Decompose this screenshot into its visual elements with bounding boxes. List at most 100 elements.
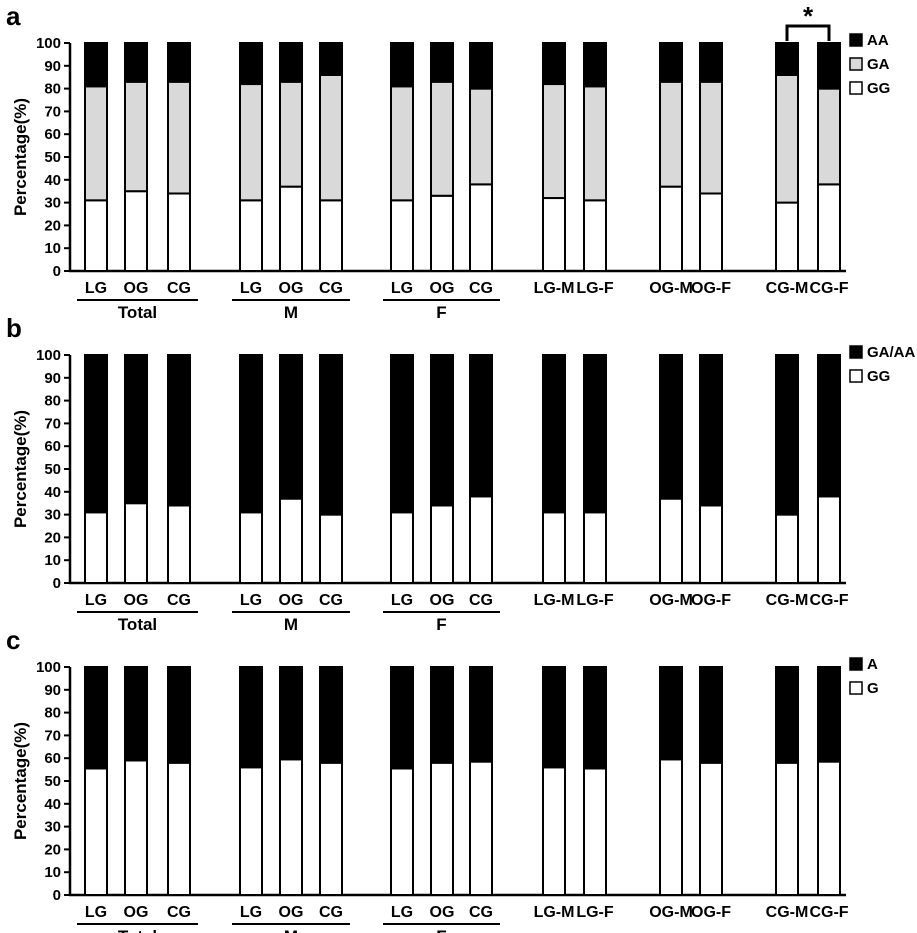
bar-segment-aa <box>583 42 607 88</box>
bar-segment-gg <box>699 504 723 585</box>
bar-segment-aa <box>279 42 303 83</box>
x-tick-label: OG-M <box>649 280 693 297</box>
bar-segment-g <box>699 761 723 897</box>
bar-segment-gg <box>659 497 683 585</box>
y-tick-label: 100 <box>36 35 61 52</box>
x-tick-label: CG-M <box>766 280 809 297</box>
x-tick-label: OG <box>430 280 455 297</box>
x-tick-label: OG <box>124 904 149 921</box>
bar-segment-aa <box>469 42 493 90</box>
bar-segment-gg <box>390 511 414 585</box>
bar-segment-ga-aa <box>430 354 454 507</box>
bar-segment-ga <box>775 73 799 204</box>
x-tick-label: CG <box>167 592 191 609</box>
x-tick-label: OG-F <box>691 280 731 297</box>
legend: AG <box>849 656 879 697</box>
y-axis-label: Percentage(%) <box>11 410 30 528</box>
legend-label: GG <box>867 368 890 385</box>
group-label: F <box>436 303 446 322</box>
bar-segment-gg <box>469 183 493 272</box>
bar-segment-gg <box>319 513 343 584</box>
bar-segment-gg <box>84 199 108 273</box>
bar-segment-gg <box>167 192 191 272</box>
x-tick-label: LG <box>240 592 262 609</box>
x-tick-label: OG-M <box>649 904 693 921</box>
legend-label: GA/AA <box>867 344 916 361</box>
y-tick-label: 40 <box>44 172 61 189</box>
bar-segment-g <box>430 761 454 897</box>
y-tick-label: 40 <box>44 484 61 501</box>
bar-segment-gg <box>583 199 607 273</box>
bar-segment-gg <box>390 199 414 273</box>
x-tick-label: LG <box>85 280 107 297</box>
x-tick-label: LG-F <box>576 592 614 609</box>
bar-segment-aa <box>430 42 454 83</box>
bar-segment-ga-aa <box>167 354 191 507</box>
y-tick-label: 50 <box>44 773 61 790</box>
bar-segment-ga <box>279 80 303 188</box>
bar-segment-gg <box>124 190 148 272</box>
panel-letter: b <box>6 313 22 343</box>
x-tick-label: CG <box>469 280 493 297</box>
bar-segment-g <box>542 766 566 897</box>
panel-letter: a <box>6 1 21 31</box>
x-tick-label: CG-M <box>766 904 809 921</box>
bar-segment-ga-aa <box>542 354 566 514</box>
bar-segment-ga-aa <box>469 354 493 498</box>
bar-segment-gg <box>319 199 343 273</box>
bar-segment-a <box>583 666 607 770</box>
y-tick-label: 90 <box>44 370 61 387</box>
bar-segment-ga <box>430 80 454 197</box>
y-tick-label: 100 <box>36 347 61 364</box>
legend: AA GA GG <box>849 32 890 97</box>
x-tick-label: LG-M <box>534 904 575 921</box>
x-tick-label: LG <box>391 280 413 297</box>
bar-segment-gg <box>469 495 493 584</box>
bar-segment-aa <box>775 42 799 76</box>
bar-segment-ga-aa <box>239 354 263 514</box>
x-tick-label: CG <box>469 904 493 921</box>
bar-segment-a <box>239 666 263 769</box>
bar-segment-a <box>279 666 303 761</box>
bar-segment-a <box>124 666 148 762</box>
bar-segment-aa <box>84 42 108 88</box>
bar-segment-ga <box>583 85 607 202</box>
y-tick-label: 70 <box>44 103 61 120</box>
y-tick-label: 50 <box>44 461 61 478</box>
x-tick-label: LG-M <box>534 280 575 297</box>
legend-swatch <box>849 81 863 95</box>
y-tick-label: 40 <box>44 796 61 813</box>
significance-bracket <box>785 24 831 41</box>
y-tick-label: 60 <box>44 126 61 143</box>
panel-letter: c <box>6 625 20 655</box>
y-tick-label: 90 <box>44 682 61 699</box>
y-tick-label: 60 <box>44 750 61 767</box>
bar-segment-g <box>84 767 108 897</box>
panel-c: c Percentage(%) 0 10 20 30 40 50 60 70 80 90 100 LG OG… <box>6 625 879 933</box>
y-axis-label: Percentage(%) <box>11 98 30 216</box>
y-tick-label: 20 <box>44 217 61 234</box>
bar-segment-a <box>84 666 108 770</box>
bar-segment-ga-aa <box>319 354 343 516</box>
x-tick-label: CG <box>469 592 493 609</box>
bar-segment-ga <box>319 73 343 202</box>
y-tick-label: 30 <box>44 507 61 524</box>
legend-swatch <box>849 57 863 71</box>
bar-segment-ga <box>84 85 108 202</box>
bar-segment-g <box>817 760 841 896</box>
bar-segment-a <box>542 666 566 769</box>
bar-segment-ga-aa <box>817 354 841 498</box>
y-tick-label: 30 <box>44 195 61 212</box>
legend-label: A <box>867 656 878 673</box>
legend-swatch <box>849 657 863 671</box>
bar-segment-aa <box>542 42 566 86</box>
y-tick-label: 80 <box>44 81 61 98</box>
bar-segment-g <box>319 761 343 897</box>
legend-swatch <box>849 33 863 47</box>
bar-segment-gg <box>542 197 566 272</box>
bar-segment-aa <box>167 42 191 83</box>
bar-segment-a <box>469 666 493 763</box>
y-tick-label: 20 <box>44 841 61 858</box>
bar-segment-gg <box>239 199 263 273</box>
